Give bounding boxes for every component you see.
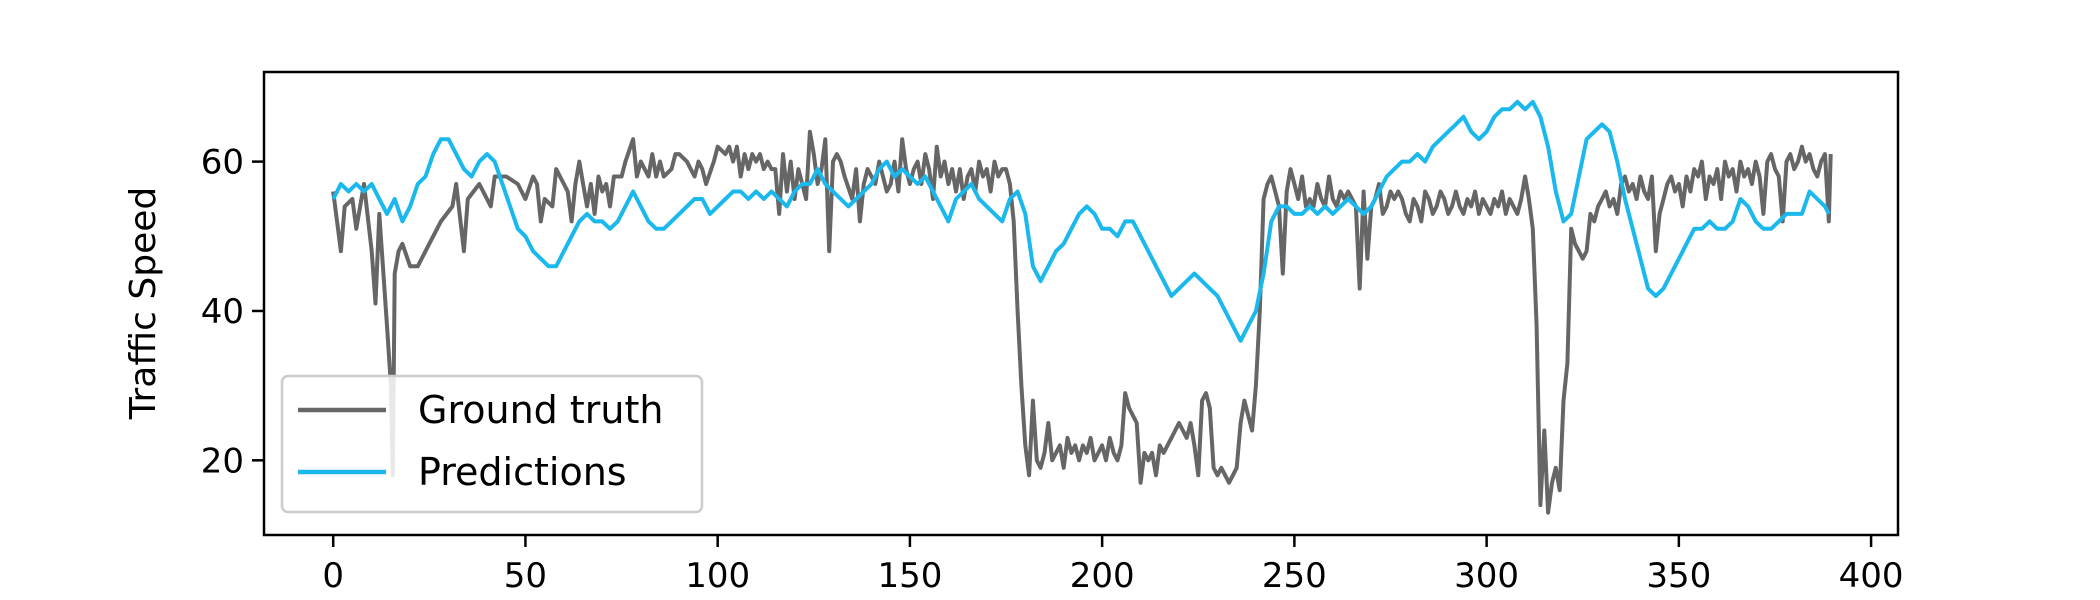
series-layer (331, 99, 1833, 515)
x-tick-label: 300 (1454, 556, 1519, 596)
y-tick-label: 60 (201, 143, 244, 183)
x-axis: 0 50 100 150 200 250 300 350 400 (322, 535, 1904, 596)
y-tick-label: 20 (201, 441, 244, 481)
series-line-predictions (331, 99, 1831, 343)
x-tick-label: 200 (1070, 556, 1135, 596)
legend-label-ground-truth: Ground truth (418, 388, 663, 432)
x-tick-label: 50 (504, 556, 547, 596)
y-axis: 20 40 60 (201, 143, 264, 481)
x-tick-label: 150 (877, 556, 942, 596)
x-tick-label: 100 (685, 556, 750, 596)
x-tick-label: 400 (1839, 556, 1904, 596)
y-tick-label: 40 (201, 292, 244, 332)
x-tick-label: 350 (1646, 556, 1711, 596)
legend-box (280, 374, 704, 514)
x-tick-label: 250 (1262, 556, 1327, 596)
y-axis-title: Traffic Speed (123, 187, 164, 420)
series-line-ground-truth (331, 129, 1833, 515)
legend: Ground truth Predictions (280, 374, 704, 514)
x-tick-label: 0 (322, 556, 344, 596)
legend-label-predictions: Predictions (418, 450, 627, 494)
